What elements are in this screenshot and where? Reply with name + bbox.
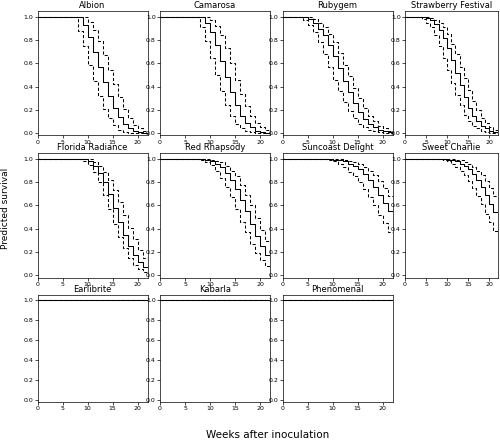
Title: Strawberry Festival: Strawberry Festival <box>410 1 492 10</box>
Text: Weeks after inoculation: Weeks after inoculation <box>206 429 329 440</box>
Title: Earlibrite: Earlibrite <box>74 285 112 294</box>
Title: Camarosa: Camarosa <box>194 1 236 10</box>
Title: Red Rhapsody: Red Rhapsody <box>185 143 245 152</box>
Title: Phenomenal: Phenomenal <box>311 285 364 294</box>
Title: Florida Radiance: Florida Radiance <box>58 143 128 152</box>
Title: Albion: Albion <box>80 1 106 10</box>
Title: Sweet Charlie: Sweet Charlie <box>422 143 480 152</box>
Title: Rubygem: Rubygem <box>318 1 358 10</box>
Title: Kabarla: Kabarla <box>199 285 231 294</box>
Title: Suncoast Delight: Suncoast Delight <box>302 143 374 152</box>
Text: Predicted survival: Predicted survival <box>2 168 11 249</box>
